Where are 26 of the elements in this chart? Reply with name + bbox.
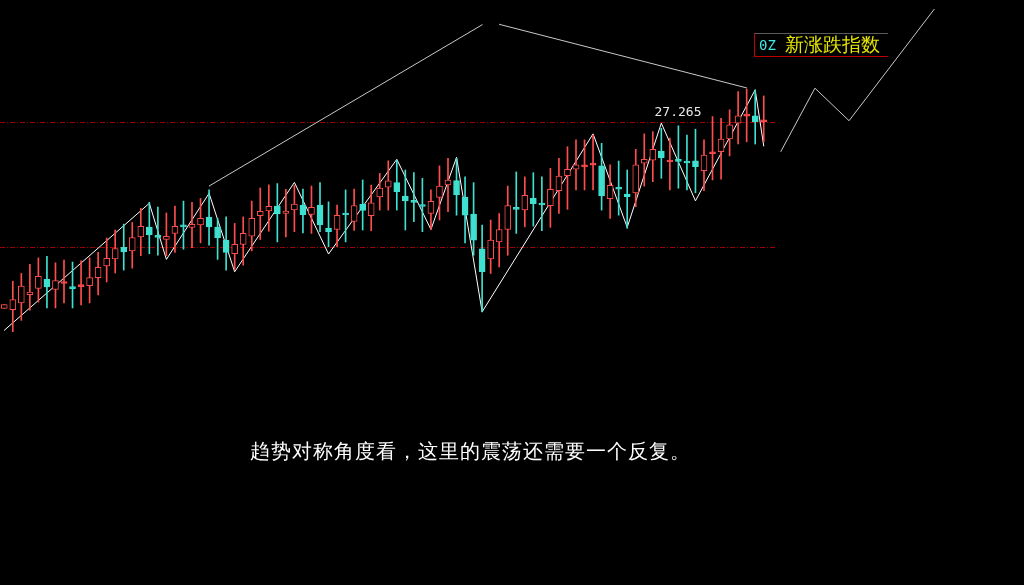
candlestick xyxy=(640,133,648,187)
candlestick xyxy=(495,213,503,268)
candlestick xyxy=(60,259,68,304)
candlestick xyxy=(751,89,759,145)
candlestick xyxy=(9,280,17,332)
candlestick xyxy=(589,134,597,191)
candlestick xyxy=(256,187,264,240)
candlestick xyxy=(376,173,384,211)
candlestick xyxy=(188,201,196,249)
label-frame: 0Z 新涨跌指数 xyxy=(754,33,888,57)
candlestick xyxy=(137,208,145,257)
candlestick xyxy=(384,160,392,211)
chart-title: 新涨跌指数 xyxy=(784,32,880,57)
candlestick xyxy=(760,95,768,142)
candlestick xyxy=(239,216,247,266)
annotation: 27.265 xyxy=(654,104,702,120)
candlestick xyxy=(649,131,657,182)
candlestick xyxy=(265,184,273,232)
chart-subtitle: 0Z xyxy=(759,37,776,53)
candlestick xyxy=(120,223,128,271)
candlestick xyxy=(154,206,162,256)
candlestick xyxy=(77,260,85,306)
candlestick xyxy=(393,159,401,211)
candlestick xyxy=(512,171,520,234)
text: 趋势对称角度看，这里的震荡还需要一个反复。 xyxy=(250,438,691,465)
candlestick xyxy=(410,172,418,223)
